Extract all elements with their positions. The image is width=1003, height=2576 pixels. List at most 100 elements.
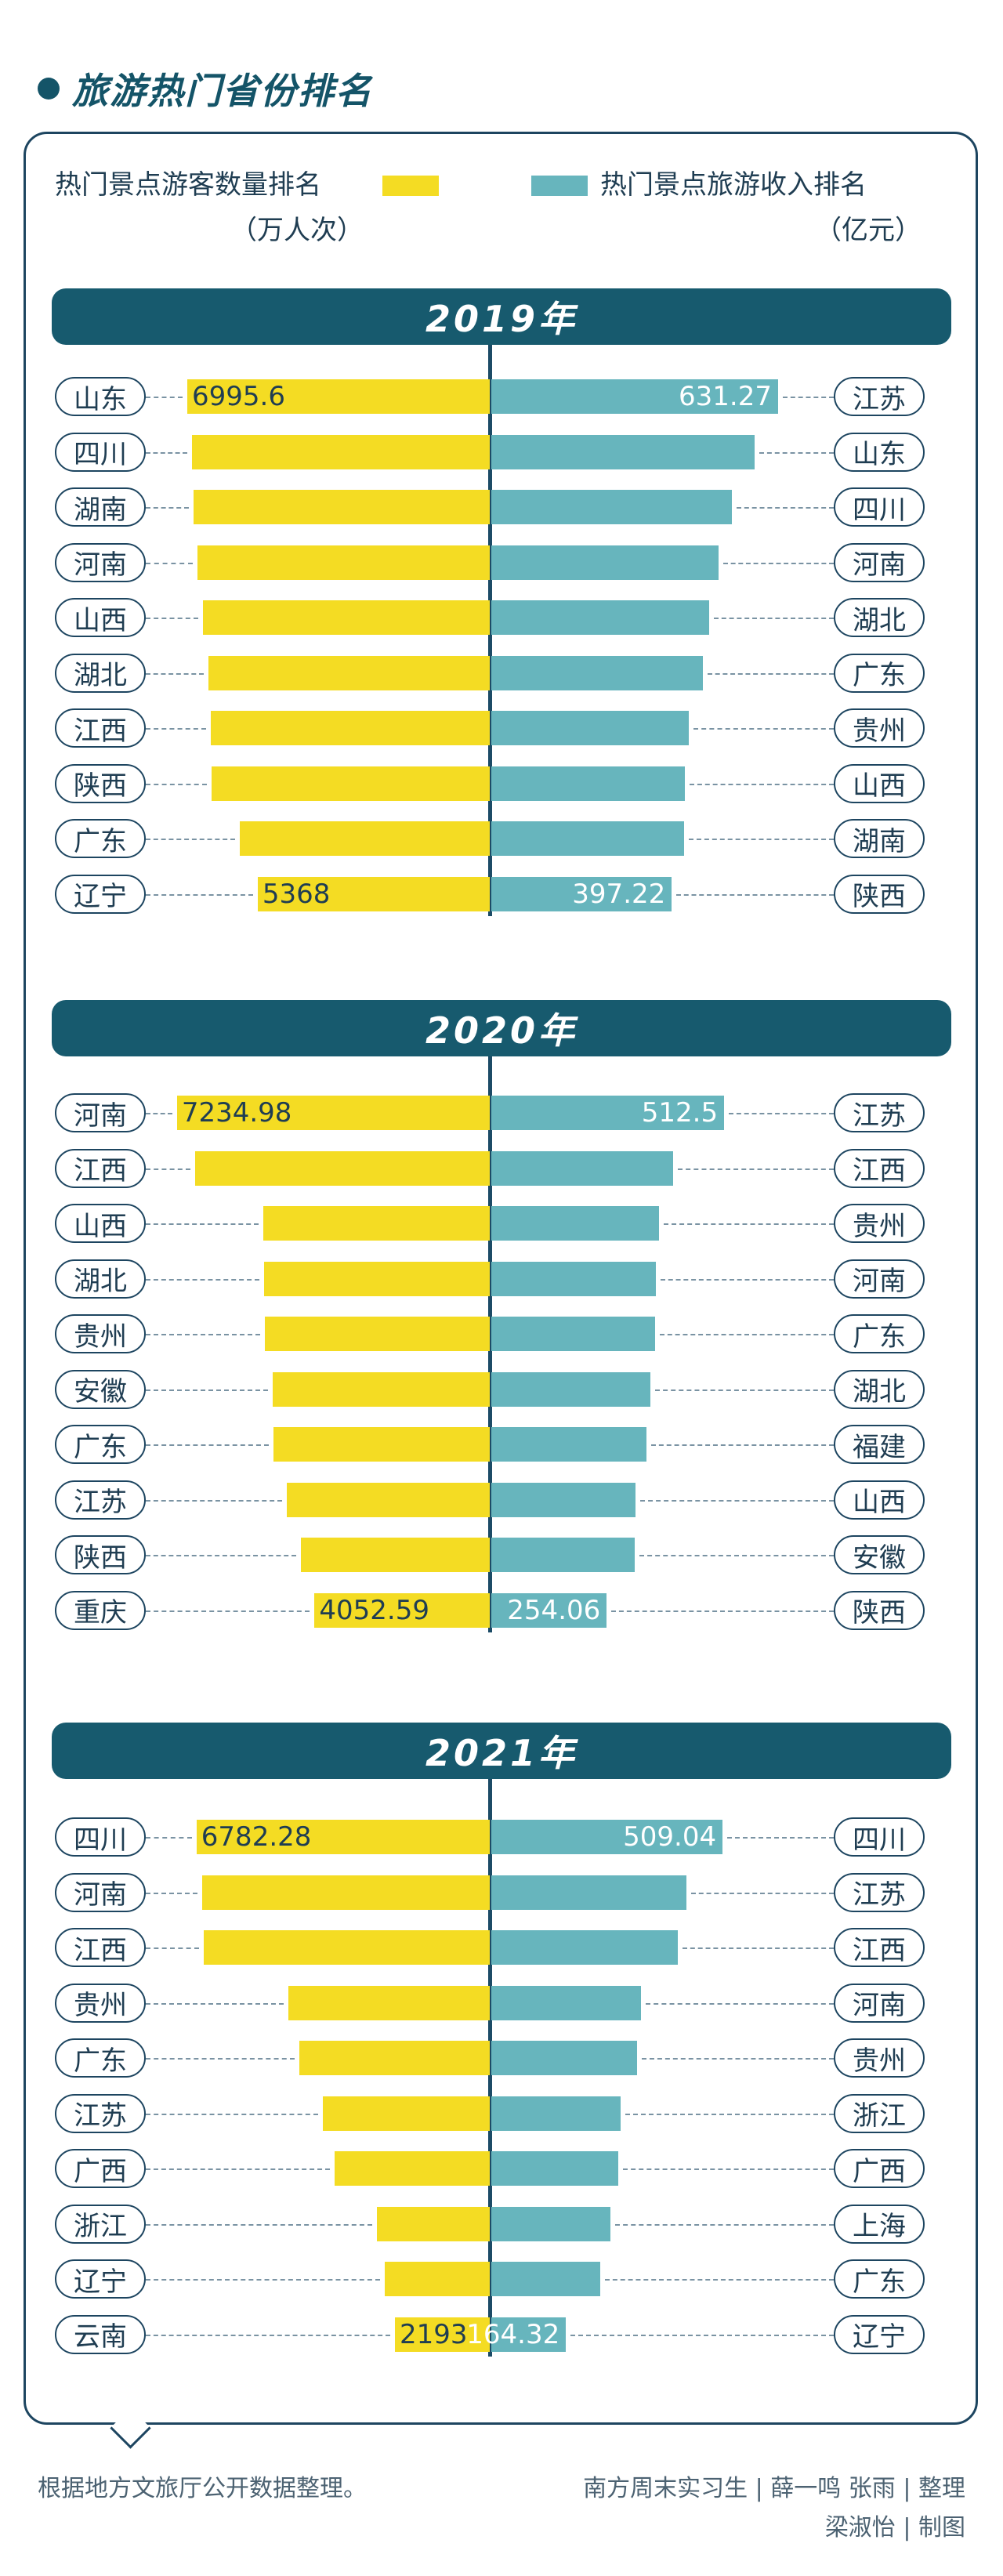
category-right-2-7: 上海 — [834, 2204, 925, 2244]
bar-right-0-0 — [491, 379, 778, 414]
connector-left-1-1 — [146, 1168, 190, 1170]
connector-right-2-6 — [623, 2168, 834, 2170]
connector-left-1-6 — [146, 1444, 270, 1446]
connector-left-1-5 — [146, 1389, 269, 1391]
connector-left-0-7 — [146, 783, 208, 785]
category-right-0-3: 河南 — [834, 542, 925, 582]
connector-right-2-2 — [682, 1947, 834, 1949]
connector-left-0-9 — [146, 893, 253, 896]
category-left-1-2: 山西 — [55, 1204, 146, 1243]
bar-right-2-5 — [491, 2096, 621, 2131]
category-right-1-8: 安徽 — [834, 1535, 925, 1574]
bar-left-1-1 — [194, 1150, 490, 1186]
center-axis-0 — [488, 345, 492, 916]
category-right-0-0: 江苏 — [834, 377, 925, 416]
title-row: 旅游热门省份排名 — [38, 61, 373, 116]
legend-left-label: 热门景点游客数量排名 — [55, 169, 321, 201]
bar-right-0-7 — [491, 766, 685, 801]
connector-left-1-4 — [146, 1334, 261, 1335]
connector-right-1-0 — [729, 1113, 834, 1114]
connector-right-0-1 — [759, 451, 834, 454]
year-banner-2: 2021年 — [52, 1723, 951, 1779]
connector-right-1-4 — [659, 1334, 834, 1335]
connector-left-2-1 — [146, 1892, 197, 1894]
connector-left-1-3 — [146, 1278, 259, 1281]
bar-right-1-4 — [491, 1317, 655, 1351]
value-right-2-0: 509.04 — [623, 1821, 717, 1853]
category-right-1-1: 江西 — [834, 1148, 925, 1188]
bar-right-2-0 — [491, 1820, 723, 1854]
bar-left-2-4 — [299, 2041, 490, 2075]
connector-right-0-6 — [693, 728, 834, 730]
title-bullet-icon — [38, 78, 60, 100]
category-left-0-2: 湖南 — [55, 487, 146, 527]
bar-right-1-7 — [491, 1482, 636, 1517]
connector-left-0-8 — [146, 839, 236, 840]
bar-right-2-1 — [491, 1875, 687, 1910]
bar-left-2-5 — [323, 2096, 490, 2131]
bar-right-1-6 — [491, 1427, 647, 1462]
bar-right-2-6 — [491, 2151, 619, 2186]
connector-right-0-4 — [714, 618, 834, 619]
bar-left-1-9 — [314, 1592, 490, 1628]
category-right-1-7: 山西 — [834, 1480, 925, 1520]
connector-right-1-1 — [677, 1168, 834, 1170]
bar-left-2-7 — [377, 2206, 490, 2241]
connector-left-2-3 — [146, 2002, 284, 2005]
bar-left-0-3 — [197, 545, 490, 580]
category-right-0-5: 广东 — [834, 653, 925, 693]
category-left-0-5: 湖北 — [55, 653, 146, 693]
connector-right-1-8 — [639, 1555, 834, 1556]
category-left-0-9: 辽宁 — [55, 874, 146, 914]
bar-left-0-0 — [187, 379, 490, 414]
category-left-0-3: 河南 — [55, 542, 146, 582]
value-right-1-9: 254.06 — [507, 1594, 601, 1626]
category-left-2-4: 广东 — [55, 2038, 146, 2078]
connector-left-2-4 — [146, 2058, 295, 2060]
category-right-0-4: 湖北 — [834, 598, 925, 637]
connector-left-2-9 — [146, 2334, 390, 2336]
category-left-2-7: 浙江 — [55, 2204, 146, 2244]
connector-right-0-9 — [676, 893, 834, 896]
value-left-0-9: 5368 — [262, 878, 331, 910]
category-left-1-0: 河南 — [55, 1093, 146, 1132]
category-right-1-6: 福建 — [834, 1425, 925, 1464]
bar-left-0-6 — [210, 711, 490, 745]
bar-left-2-6 — [335, 2151, 490, 2186]
bar-right-2-3 — [491, 1985, 642, 2020]
year-banner-1: 2020年 — [52, 1000, 951, 1056]
value-right-0-0: 631.27 — [678, 381, 772, 412]
footer-source: 根据地方文旅厅公开数据整理。 — [38, 2475, 367, 2502]
connector-right-2-1 — [691, 1892, 834, 1894]
category-left-1-8: 陕西 — [55, 1535, 146, 1574]
connector-right-1-3 — [660, 1278, 834, 1281]
category-left-2-1: 河南 — [55, 1872, 146, 1912]
category-right-2-1: 江苏 — [834, 1872, 925, 1912]
category-left-0-1: 四川 — [55, 432, 146, 472]
category-left-1-4: 贵州 — [55, 1314, 146, 1353]
bar-right-1-3 — [491, 1261, 656, 1296]
category-left-1-1: 江西 — [55, 1148, 146, 1188]
category-left-0-7: 陕西 — [55, 763, 146, 803]
value-left-0-0: 6995.6 — [192, 381, 285, 412]
category-left-0-0: 山东 — [55, 377, 146, 416]
connector-right-1-5 — [654, 1389, 834, 1391]
category-right-2-0: 四川 — [834, 1817, 925, 1857]
center-axis-1 — [488, 1056, 492, 1632]
connector-right-1-9 — [611, 1610, 834, 1612]
bar-right-0-9 — [491, 876, 672, 911]
bar-left-1-5 — [273, 1371, 490, 1407]
bar-left-0-2 — [193, 490, 490, 524]
category-left-2-6: 广西 — [55, 2149, 146, 2188]
bar-left-1-4 — [265, 1317, 490, 1351]
legend-right-label: 热门景点旅游收入排名 — [600, 169, 867, 201]
category-right-2-5: 浙江 — [834, 2093, 925, 2133]
connector-right-2-4 — [641, 2058, 834, 2060]
page-title: 旅游热门省份排名 — [72, 70, 373, 112]
value-right-0-9: 397.22 — [572, 878, 666, 910]
value-left-2-0: 6782.28 — [201, 1821, 312, 1853]
bar-right-0-1 — [491, 434, 755, 469]
bar-right-1-8 — [491, 1538, 635, 1572]
bar-left-0-4 — [202, 600, 490, 635]
category-left-2-3: 贵州 — [55, 1983, 146, 2023]
